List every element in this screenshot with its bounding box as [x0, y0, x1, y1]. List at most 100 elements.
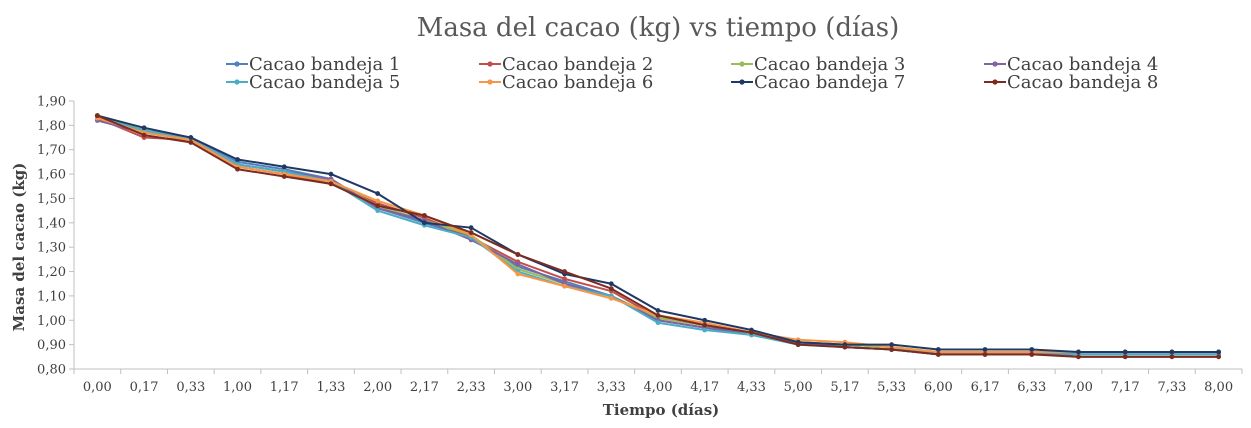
data-point [655, 308, 661, 313]
x-tick-labels: 0,00 0,17 0,33 1,00 1,17 1,33 2,00 2,17 2,33 3,00… [73, 369, 1243, 395]
x-tick-label: 6,00 [924, 380, 953, 395]
x-tick-label: 3,00 [503, 380, 532, 395]
legend-label: Cacao bandeja 1 [249, 54, 400, 75]
data-point [795, 342, 801, 348]
y-tick-label: 1,60 [37, 168, 66, 183]
legend-marker [234, 61, 240, 67]
data-point [889, 347, 894, 352]
data-point [1169, 349, 1175, 355]
y-axis-title: Masa del cacao (kg) [10, 163, 28, 332]
x-axis-title: Tiempo (días) [603, 401, 720, 419]
data-point [1076, 349, 1081, 355]
data-point [515, 252, 521, 257]
data-point [422, 220, 427, 226]
legend-marker [992, 79, 998, 85]
data-point [328, 181, 334, 187]
y-tick-labels: 0,80 0,90 1,00 1,10 1,20 1,30 1,40 1,50 1,60 1,70… [37, 95, 74, 378]
legend-item: Cacao bandeja 7 [731, 72, 905, 93]
data-point [982, 347, 988, 352]
data-point [468, 230, 474, 235]
x-tick-label: 4,33 [737, 380, 766, 395]
series-8 [94, 113, 1222, 360]
data-point [141, 132, 147, 138]
x-tick-label: 5,33 [877, 380, 906, 395]
x-tick-label: 0,17 [130, 380, 159, 395]
data-point [935, 351, 941, 357]
x-tick-label: 5,17 [830, 380, 859, 395]
data-point [608, 295, 614, 301]
y-tick-label: 1,40 [37, 216, 66, 231]
legend-label: Cacao bandeja 4 [1007, 54, 1158, 75]
data-point [1122, 354, 1128, 360]
series-5 [94, 115, 1222, 357]
data-point [235, 166, 240, 172]
legend-label: Cacao bandeja 2 [502, 54, 653, 75]
data-point [655, 313, 661, 318]
legend-item: Cacao bandeja 1 [226, 54, 400, 75]
x-tick-label: 3,17 [550, 380, 579, 395]
data-point [188, 140, 194, 145]
legend-marker [487, 79, 493, 85]
data-point [749, 330, 754, 335]
legend-item: Cacao bandeja 8 [984, 72, 1158, 93]
data-point [1169, 354, 1175, 360]
data-point [235, 157, 240, 162]
data-point [422, 213, 427, 218]
data-point [562, 276, 567, 282]
x-tick-label: 6,17 [971, 380, 1000, 395]
data-point [1122, 349, 1128, 355]
x-tick-label: 1,00 [223, 380, 252, 395]
data-point [94, 113, 100, 119]
data-point [375, 198, 381, 204]
chart-title: Masa del cacao (kg) vs tiempo (días) [417, 13, 900, 43]
y-tick-label: 0,80 [37, 363, 66, 378]
legend-marker [739, 79, 745, 85]
y-tick-label: 1,80 [37, 119, 66, 134]
data-point [1216, 354, 1222, 360]
x-tick-label: 1,17 [270, 380, 299, 395]
legend-item: Cacao bandeja 3 [731, 54, 905, 75]
y-tick-label: 0,90 [37, 338, 66, 353]
data-point [188, 135, 194, 140]
y-tick-label: 1,00 [37, 314, 66, 329]
legend-label: Cacao bandeja 5 [249, 72, 400, 93]
legend-item: Cacao bandeja 6 [479, 72, 653, 93]
y-tick-label: 1,70 [37, 143, 66, 158]
data-point [702, 322, 708, 328]
data-point [328, 171, 334, 177]
data-point [281, 174, 287, 179]
data-point [655, 320, 661, 326]
x-tick-label: 7,17 [1111, 380, 1140, 395]
x-tick-label: 7,33 [1157, 380, 1186, 395]
legend-marker [739, 61, 745, 67]
data-point [562, 269, 567, 274]
data-point [702, 317, 708, 323]
data-point [562, 283, 567, 289]
legend-item: Cacao bandeja 4 [984, 54, 1158, 75]
x-tick-label: 0,00 [83, 380, 112, 395]
data-point [935, 347, 941, 352]
data-point [281, 164, 287, 170]
x-tick-label: 5,00 [784, 380, 813, 395]
axes [73, 101, 1242, 370]
legend-label: Cacao bandeja 7 [754, 72, 905, 93]
y-tick-label: 1,20 [37, 265, 66, 280]
y-tick-label: 1,30 [37, 241, 66, 256]
series-layer [94, 113, 1222, 360]
x-tick-label: 0,33 [176, 380, 205, 395]
x-tick-label: 2,17 [410, 380, 439, 395]
data-point [1076, 354, 1081, 360]
data-point [375, 203, 381, 209]
data-point [608, 281, 614, 287]
data-point [468, 225, 474, 231]
x-tick-label: 6,33 [1017, 380, 1046, 395]
legend-label: Cacao bandeja 6 [502, 72, 653, 93]
data-point [608, 286, 614, 291]
y-tick-label: 1,50 [37, 192, 66, 207]
data-point [375, 208, 381, 214]
data-point [889, 342, 894, 348]
x-tick-label: 8,00 [1204, 380, 1233, 395]
x-tick-label: 4,00 [644, 380, 673, 395]
x-tick-label: 2,00 [363, 380, 392, 395]
